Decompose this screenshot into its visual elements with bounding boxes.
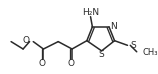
Text: H₂N: H₂N bbox=[82, 8, 99, 17]
Text: S: S bbox=[99, 50, 104, 59]
Text: O: O bbox=[23, 36, 30, 45]
Text: O: O bbox=[68, 59, 75, 68]
Text: N: N bbox=[110, 22, 117, 31]
Text: O: O bbox=[39, 59, 46, 68]
Text: S: S bbox=[130, 41, 136, 50]
Text: CH₃: CH₃ bbox=[142, 48, 158, 57]
